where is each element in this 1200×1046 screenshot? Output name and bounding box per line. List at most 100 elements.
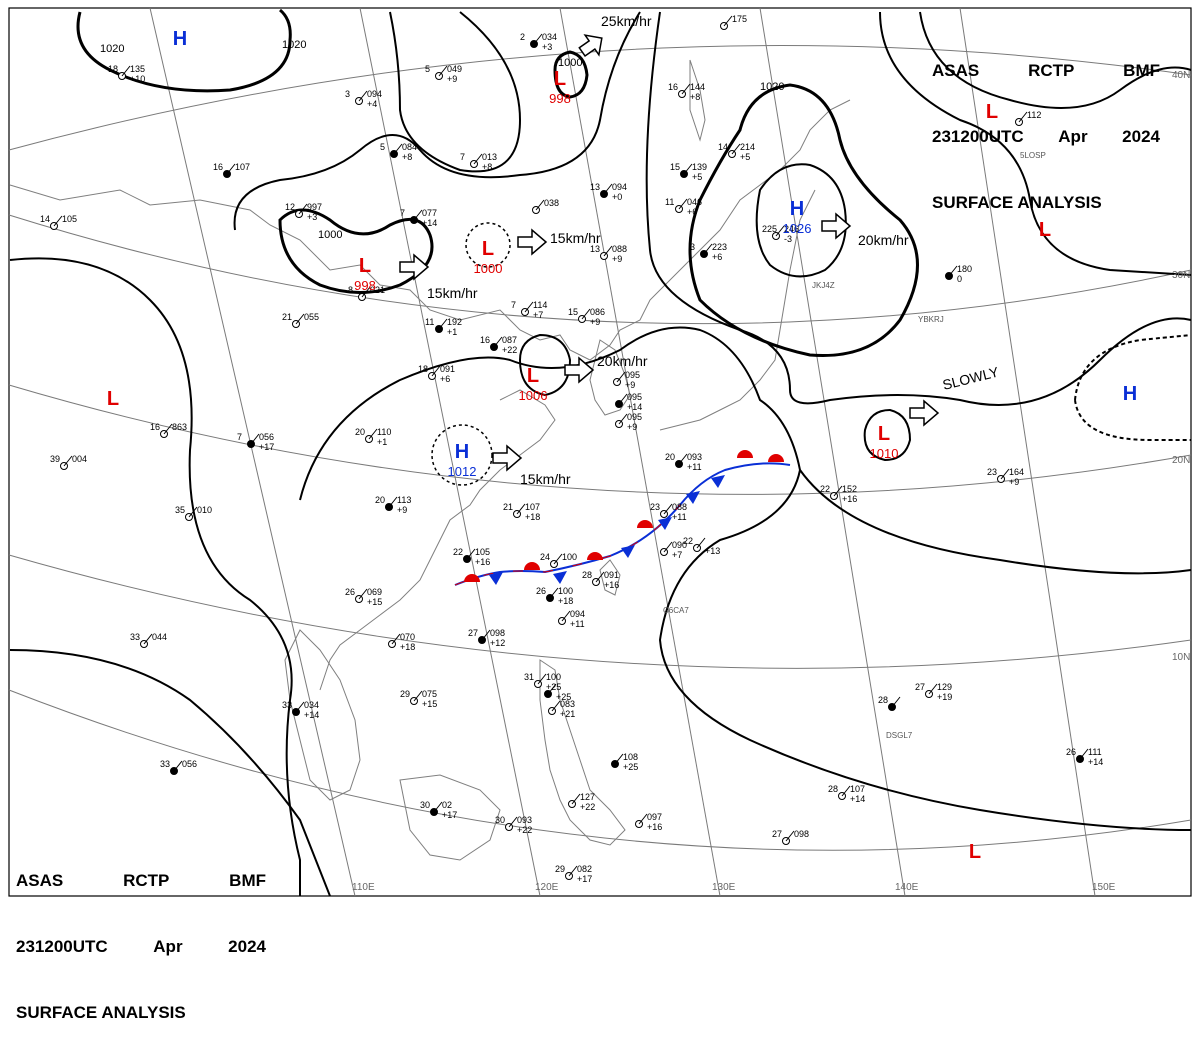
map-labels: 110E 120E 130E 140E 150E 40N 30N 20N 10N 1020 1020… (100, 13, 1190, 893)
station-plot: 33 034+14 (282, 700, 319, 720)
warm-front-semicircle (524, 562, 540, 570)
isobar-value-label: 1020 (760, 81, 784, 93)
station-temperature: 28 (582, 570, 592, 580)
coast-borneo (399, 774, 501, 861)
wind-barb (516, 503, 526, 515)
station-plot: 16 144+8 (668, 82, 705, 102)
station-temperature: 2 (520, 32, 525, 42)
station-pressure: 094 (570, 609, 585, 619)
station-tendency: +11 (687, 462, 702, 472)
station-temperature: 39 (50, 454, 60, 464)
wind-barb (63, 455, 73, 467)
station-plot: 094+11 (558, 609, 585, 629)
station-pressure: 086 (590, 307, 605, 317)
station-plot: 23 164+9 (987, 467, 1024, 487)
wind-barb (696, 537, 706, 549)
station-plot: 3 223+6 (690, 242, 727, 262)
station-pressure: 127 (580, 792, 595, 802)
cold-front-triangle (489, 572, 503, 585)
central-pressure-value: 1000 (474, 261, 503, 276)
parallel-10n (8, 554, 1192, 669)
longitude-label: 140E (895, 882, 919, 893)
station-pressure: 084 (402, 142, 417, 152)
isobar-value-label: 1020 (100, 43, 124, 55)
station-tendency: +9 (590, 317, 600, 327)
central-pressure-value: 1026 (783, 221, 812, 236)
station-temperature: 12 (285, 202, 295, 212)
wind-barb (785, 830, 795, 842)
station-temperature: 26 (345, 587, 355, 597)
station-plot: 15 086+9 (568, 307, 605, 327)
station-id: DSGL7 (886, 731, 913, 740)
latitude-label: 20N (1172, 455, 1190, 466)
footer-product: SURFACE ANALYSIS (16, 1003, 186, 1022)
station-temperature: 33 (130, 632, 140, 642)
wind-barb (595, 571, 605, 583)
station-tendency: +16 (475, 557, 490, 567)
station-pressure: 088 (612, 244, 627, 254)
low-pressure-symbol: L (554, 68, 566, 90)
station-temperature: 8 (348, 285, 353, 295)
wind-barb (891, 696, 901, 708)
station-pressure: 090 (672, 540, 687, 550)
wind-barb (928, 683, 938, 695)
footer-year: 2024 (228, 937, 266, 956)
station-temperature: 5 (425, 64, 430, 74)
wind-barb (678, 198, 688, 210)
station-plot: 23 088+11 (650, 502, 687, 522)
motion-speed-label: 20km/hr (597, 353, 648, 369)
station-tendency: +5 (740, 152, 750, 162)
station-temperature: 33 (160, 759, 170, 769)
station-pressure: 049 (447, 64, 462, 74)
header-bottom-left: ASAS RCTP BMF 231200UTC Apr 2024 SURFACE ANA… (16, 826, 266, 1046)
station-plots: 2 034+35 049+93 094+45 084+8 7 013+812 997+3 7 07… (40, 14, 1103, 884)
station-tendency: +7 (672, 550, 682, 560)
station-pressure: 046 (687, 197, 702, 207)
motion-arrow-5 (564, 356, 595, 384)
meridian-150e (959, 7, 1096, 897)
station-plot: 3 094+4 (345, 89, 382, 109)
station-pressure: 100 (558, 586, 573, 596)
station-temperature: 11 (425, 317, 434, 327)
motion-arrow-4 (821, 212, 852, 240)
station-temperature: 27 (915, 682, 925, 692)
parallel-0 (8, 689, 1192, 851)
station-pressure: 082 (577, 864, 592, 874)
station-tendency: +10 (130, 74, 145, 84)
station-plot: 33 056 (160, 759, 197, 775)
low-pressure-symbol: L (986, 101, 998, 123)
station-pressure: 144 (690, 82, 705, 92)
central-pressure-value: 998 (549, 91, 571, 106)
station-tendency: +25 (546, 682, 561, 692)
station-pressure: 093 (517, 815, 532, 825)
wind-barb (551, 700, 561, 712)
station-plot: 26 111+14 (1066, 747, 1103, 767)
wind-barb (361, 286, 371, 298)
station-pressure: 02 (442, 800, 452, 810)
station-plot: 112 (1015, 110, 1041, 126)
station-pressure: 105 (62, 214, 77, 224)
header-agency: ASAS (932, 61, 980, 80)
station-temperature: 21 (503, 502, 513, 512)
station-pressure: 164 (1009, 467, 1024, 477)
station-plot: 21 107+18 (503, 502, 540, 522)
cold-front-triangle (686, 491, 700, 504)
station-plot: 21 055 (282, 312, 319, 328)
station-tendency: +5 (692, 172, 702, 182)
wind-barb (473, 153, 483, 165)
station-tendency: +9 (1009, 477, 1019, 487)
station-plot: 35 010 (175, 505, 212, 521)
station-plot: 7 114+7 (511, 300, 547, 320)
station-temperature: 18 (418, 364, 428, 374)
station-tendency: +8 (690, 92, 700, 102)
station-pressure: 010 (197, 505, 212, 515)
wind-barb (413, 690, 423, 702)
station-plot: 16 087+22 (480, 335, 517, 355)
station-pressure: 094 (612, 182, 627, 192)
station-temperature: 225 (762, 224, 777, 234)
wind-barb (723, 15, 733, 27)
station-plot: 5 084+8 (380, 142, 417, 162)
station-tendency: +22 (517, 825, 532, 835)
isobar-1020-japan-high (688, 83, 919, 358)
station-pressure: 098 (794, 829, 809, 839)
